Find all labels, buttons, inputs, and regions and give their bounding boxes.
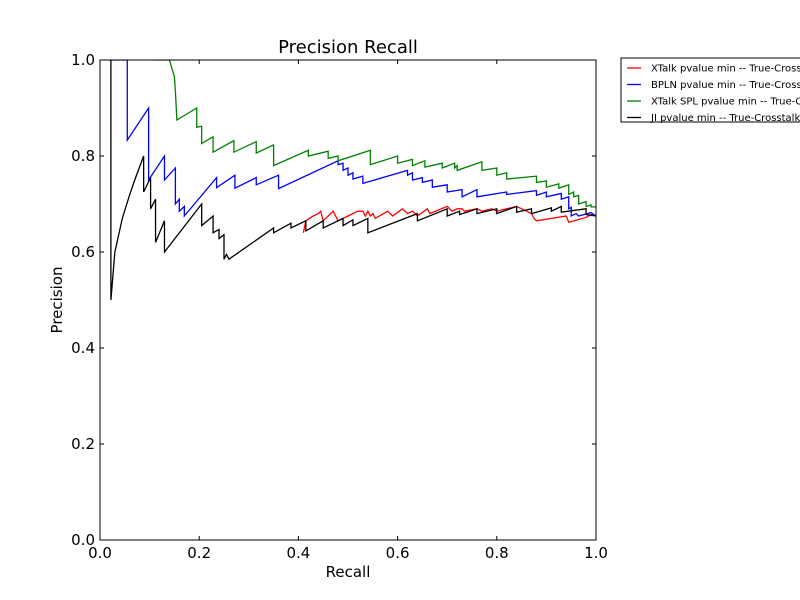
legend-entry-4: JI pvalue min -- True-Crosstalk <box>650 113 800 124</box>
x-tick-label: 0.2 <box>187 544 211 562</box>
series-line-4 <box>110 60 596 301</box>
series-line-3 <box>153 60 596 208</box>
legend-entry-3: XTalk SPL pvalue min -- True-Crosstalk <box>651 97 800 108</box>
plot-area-frame <box>99 59 597 541</box>
y-tick-label: 1.0 <box>71 51 95 69</box>
y-tick-label: 0.2 <box>71 435 95 453</box>
legend-entry-2: BPLN pvalue min -- True-Crosstalk <box>651 80 800 91</box>
legend-frame <box>620 57 800 123</box>
y-tick-label: 0.6 <box>71 243 95 261</box>
x-tick-label: 0.8 <box>485 544 509 562</box>
y-tick-label: 0.0 <box>71 531 95 549</box>
chart-title: Precision Recall <box>278 37 418 58</box>
y-axis-label: Precision <box>48 267 66 334</box>
x-axis-label: Recall <box>326 563 371 581</box>
legend-entry-1: XTalk pvalue min -- True-Crosstalk <box>651 64 800 75</box>
y-tick-label: 0.4 <box>71 339 95 357</box>
series-line-2 <box>108 60 596 218</box>
x-tick-label: 0.0 <box>88 544 112 562</box>
ticks-layer: 0.0 0.2 0.4 0.6 0.8 1.0 0.0 0.2 0.4 0.6 0.8 1.0 <box>71 51 608 562</box>
legend: XTalk pvalue min -- True-Crosstalk BPLN p… <box>620 57 800 124</box>
x-tick-label: 0.6 <box>386 544 410 562</box>
x-tick-label: 0.4 <box>286 544 310 562</box>
x-tick-label: 1.0 <box>584 544 608 562</box>
y-tick-label: 0.8 <box>71 147 95 165</box>
series-layer <box>108 60 596 301</box>
